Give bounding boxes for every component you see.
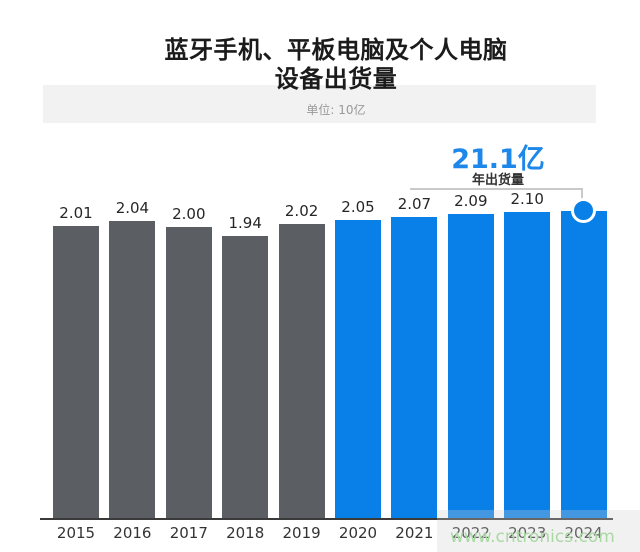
bar-value-label-2015: 2.01 bbox=[59, 204, 93, 222]
bar-value-label-2016: 2.04 bbox=[115, 199, 150, 217]
x-axis-tick-2022: 2022 bbox=[451, 524, 490, 542]
bracket-line-horizontal bbox=[410, 188, 582, 190]
bar-value-label-2020: 2.05 bbox=[341, 198, 375, 216]
unit-label: 单位: 10亿 bbox=[306, 103, 366, 117]
bar-2017 bbox=[165, 227, 212, 518]
watermark-background bbox=[437, 510, 640, 552]
bar-value-label-2018: 1.94 bbox=[228, 214, 262, 232]
chart-title: 蓝牙手机、平板电脑及个人电脑 设备出货量 bbox=[16, 36, 640, 94]
annotation-value: 21.1亿 bbox=[451, 144, 545, 175]
bar-2021 bbox=[391, 217, 438, 518]
bar-value-label-2017: 2.00 bbox=[172, 205, 206, 223]
x-axis-tick-2019: 2019 bbox=[282, 524, 321, 542]
x-axis-tick-2023: 2023 bbox=[508, 524, 547, 542]
x-axis-tick-2016: 2016 bbox=[113, 524, 152, 542]
x-axis-line bbox=[40, 518, 613, 520]
bar-value-label-2023: 2.10 bbox=[510, 190, 544, 208]
bar-2022 bbox=[447, 214, 494, 518]
x-axis-tick-2017: 2017 bbox=[169, 524, 208, 542]
chart-title-line-1: 蓝牙手机、平板电脑及个人电脑 bbox=[164, 36, 508, 64]
x-axis-tick-2015: 2015 bbox=[56, 524, 96, 542]
chart-title-line-2: 设备出货量 bbox=[274, 65, 398, 93]
annotation-label: 年出货量 bbox=[471, 173, 524, 188]
x-axis-tick-2024: 2024 bbox=[564, 524, 603, 542]
highlight-circle-marker bbox=[571, 198, 597, 223]
bar-2016 bbox=[109, 221, 156, 518]
bar-2020 bbox=[335, 220, 381, 518]
watermark-link: www.cntronics.com bbox=[450, 527, 615, 547]
subtitle-band bbox=[43, 85, 596, 123]
bracket-line-vertical bbox=[581, 188, 583, 202]
bar-2015 bbox=[53, 226, 99, 518]
bar-value-label-2022: 2.09 bbox=[454, 192, 488, 210]
x-axis-tick-2018: 2018 bbox=[226, 524, 265, 542]
bar-2023 bbox=[504, 212, 551, 518]
x-axis-tick-2020: 2020 bbox=[338, 524, 378, 542]
bar-2024 bbox=[560, 211, 607, 518]
bar-2019 bbox=[278, 224, 325, 518]
x-axis-tick-2021: 2021 bbox=[395, 524, 434, 542]
bar-value-label-2021: 2.07 bbox=[397, 195, 432, 213]
bar-2018 bbox=[222, 236, 269, 518]
bar-value-label-2019: 2.02 bbox=[284, 202, 319, 220]
